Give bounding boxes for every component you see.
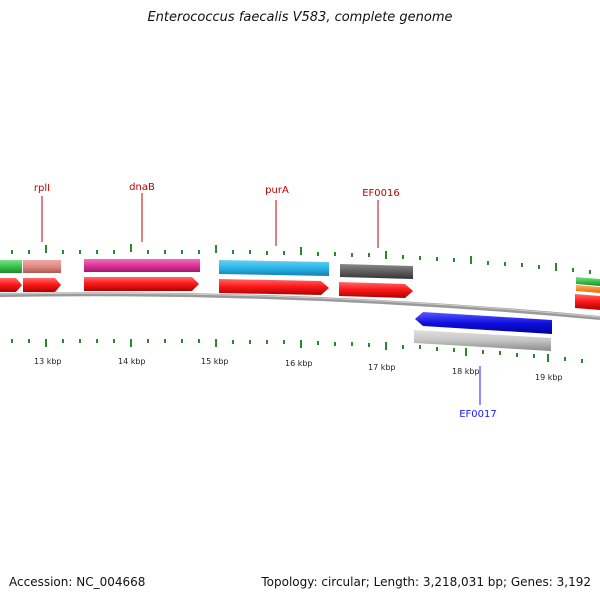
scale-label-14kbp: 14 kbp (118, 357, 146, 366)
cds-arrow[interactable] (23, 278, 61, 292)
scale-label-16kbp: 16 kbp (285, 359, 313, 368)
cds-arrow[interactable] (84, 277, 199, 291)
gene-purA[interactable] (219, 260, 329, 276)
label-leaders (41, 193, 481, 405)
cds-arrow[interactable] (575, 294, 600, 310)
forward-cds-track (0, 277, 600, 310)
scale-label-17kbp: 17 kbp (368, 363, 396, 372)
upper-tick-row (11, 244, 591, 274)
genome-summary-text: Topology: circular; Length: 3,218,031 bp… (261, 575, 591, 589)
scale-label-18kbp: 18 kbp (452, 367, 480, 376)
scale-label-15kbp: 15 kbp (201, 357, 229, 366)
cds-arrow[interactable] (219, 279, 329, 295)
gene-right-green[interactable] (576, 277, 600, 286)
gene-EF0017-arrow[interactable] (415, 312, 552, 334)
gene-label-EF0016[interactable]: EF0016 (362, 188, 400, 199)
feature-track (0, 259, 600, 293)
genome-title: Enterococcus faecalis V583, complete gen… (147, 10, 453, 25)
cds-arrow[interactable] (339, 282, 413, 298)
accession-text: Accession: NC_004668 (9, 575, 146, 589)
gene-label-purA[interactable]: purA (265, 185, 289, 196)
gene-EF0017-feature[interactable] (414, 330, 551, 351)
gene-label-rplI[interactable]: rplI (34, 183, 50, 194)
cds-arrow[interactable] (0, 278, 22, 292)
reverse-cds-track (414, 312, 552, 351)
scale-label-19kbp: 19 kbp (535, 373, 563, 382)
genome-backbone (0, 292, 600, 320)
gene-label-EF0017[interactable]: EF0017 (459, 409, 497, 420)
gene-rplI[interactable] (23, 260, 61, 273)
gene-label-dnaB[interactable]: dnaB (129, 182, 155, 193)
gene-dnaB[interactable] (84, 259, 200, 272)
gene-right-orange[interactable] (576, 285, 600, 293)
scale-label-13kbp: 13 kbp (34, 357, 62, 366)
gene-EF0016[interactable] (340, 264, 413, 279)
genome-backbone-highlight (0, 292, 600, 318)
gene-left-green[interactable] (0, 260, 22, 273)
lower-tick-row (11, 339, 583, 363)
